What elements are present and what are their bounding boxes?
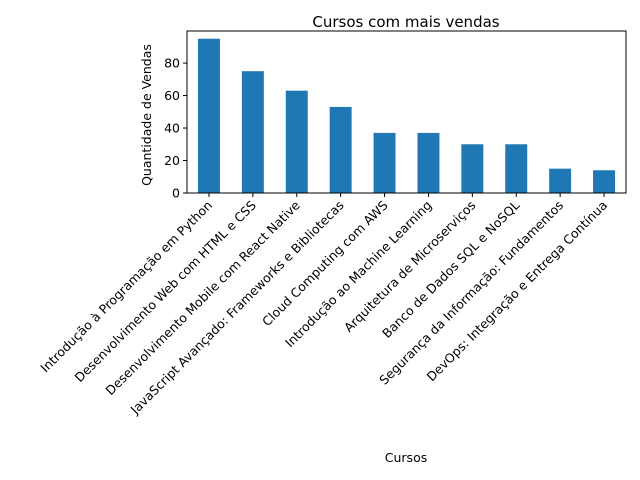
bar-1 bbox=[197, 38, 220, 193]
bar-9 bbox=[549, 168, 572, 193]
x-axis-title: Cursos bbox=[385, 450, 427, 465]
bar-6 bbox=[417, 132, 440, 193]
y-tick-label: 80 bbox=[164, 56, 180, 71]
x-axis: Introdução à Programação em PythonDesenv… bbox=[37, 193, 610, 418]
bar-7 bbox=[461, 144, 484, 193]
y-axis: 0 20 40 60 80 bbox=[164, 56, 187, 201]
x-tick-label: Desenvolvimento Mobile com React Native bbox=[102, 197, 303, 398]
y-tick-label: 0 bbox=[172, 186, 180, 201]
bar-5 bbox=[373, 132, 396, 193]
y-tick-label: 60 bbox=[164, 88, 180, 103]
bar-2 bbox=[241, 71, 264, 193]
bar-4 bbox=[329, 106, 352, 193]
plot-frame bbox=[186, 30, 627, 194]
bar-8 bbox=[505, 144, 528, 193]
bar-3 bbox=[285, 90, 308, 193]
y-tick-label: 20 bbox=[164, 153, 180, 168]
bars-group bbox=[197, 38, 616, 193]
y-tick-label: 40 bbox=[164, 121, 180, 136]
bar-10 bbox=[593, 170, 616, 193]
x-tick-label: Desenvolvimento Web com HTML e CSS bbox=[72, 197, 259, 384]
y-axis-title: Quantidade de Vendas bbox=[139, 44, 154, 186]
chart-title: Cursos com mais vendas bbox=[312, 13, 499, 31]
